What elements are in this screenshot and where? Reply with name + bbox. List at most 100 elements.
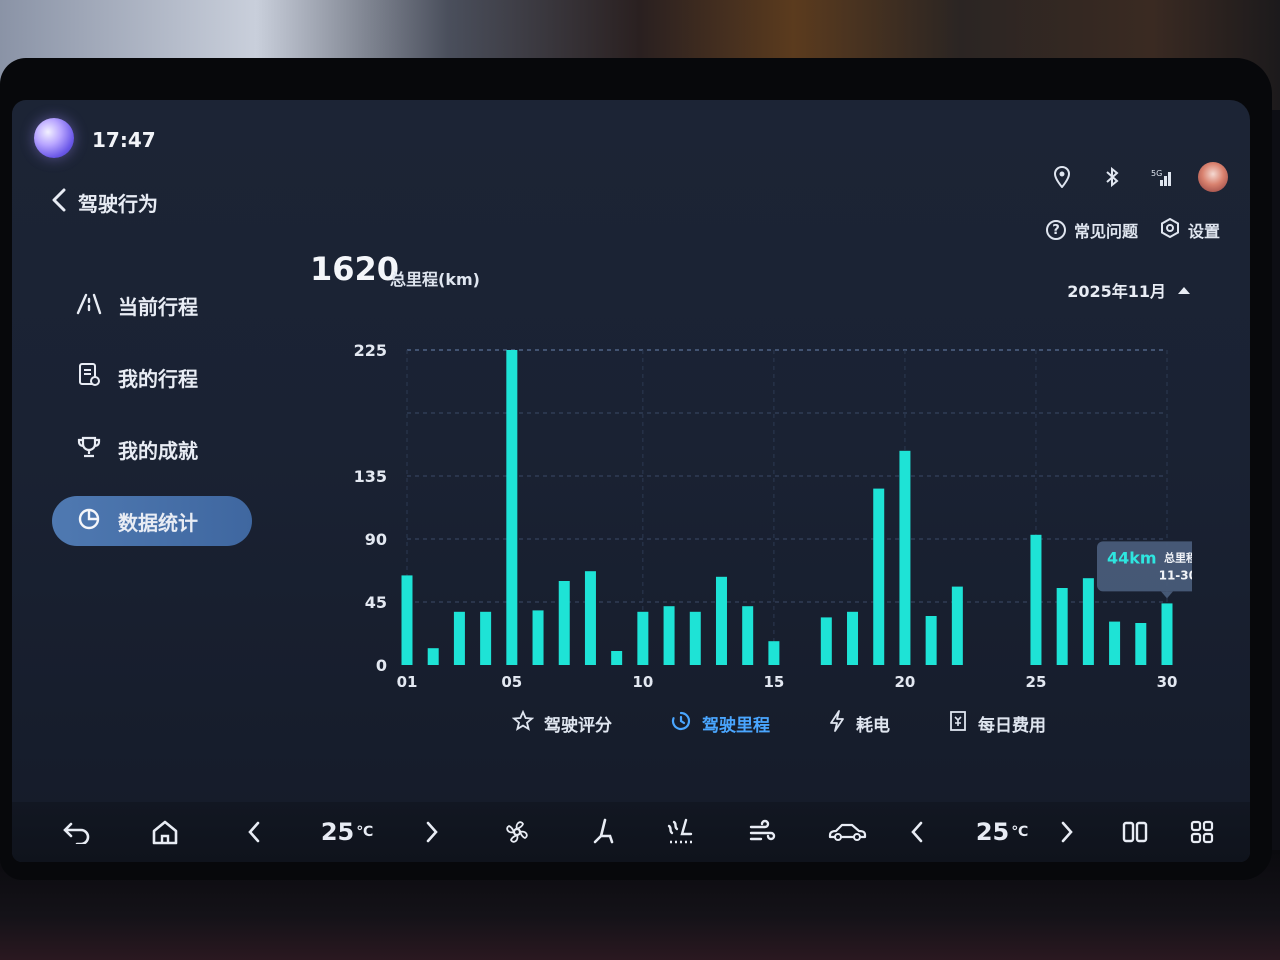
signal-5g-icon: 5G (1148, 163, 1176, 191)
chart-bar (715, 576, 727, 665)
chevron-left-icon (52, 188, 66, 217)
chart-bar (768, 641, 780, 665)
page-title: 驾驶行为 (78, 192, 158, 216)
y-tick-label: 0 (376, 656, 387, 675)
mileage-bar-chart: 0 45 90 135 225 01 05 10 15 20 25 30 44km 总里程 11-30 (354, 341, 1192, 691)
chart-bar (611, 651, 623, 665)
chart-bar (1109, 621, 1121, 665)
caret-up-icon (1178, 286, 1190, 294)
x-tick-label: 15 (763, 673, 784, 691)
tab-daily-cost[interactable]: 每日费用 (948, 710, 1046, 737)
x-tick-label: 30 (1157, 673, 1178, 691)
location-icon (1048, 163, 1076, 191)
chart-bar (1056, 588, 1068, 665)
tab-power-consumption[interactable]: 耗电 (828, 710, 890, 737)
sidebar-item-label: 当前行程 (118, 294, 198, 319)
app-grid-icon[interactable] (1177, 802, 1227, 862)
temp-left-unit: ℃ (356, 824, 374, 840)
trophy-icon (76, 435, 102, 464)
chart-bar (480, 611, 492, 665)
sidebar-item-statistics[interactable]: 数据统计 (52, 496, 252, 546)
return-icon[interactable] (52, 802, 102, 862)
total-mileage-value: 1620 (310, 250, 400, 288)
tooltip-date: 11-30 (1159, 568, 1192, 582)
y-tick-label: 135 (354, 467, 387, 486)
top-actions: ? 常见问题 设置 (1045, 217, 1220, 242)
y-tick-label: 45 (365, 593, 387, 612)
tab-driving-mileage[interactable]: 驾驶里程 (670, 710, 770, 737)
chart-bar (899, 450, 911, 665)
car-screen: 17:47 5G 驾驶行为 ? 常见问题 设置 (12, 100, 1250, 862)
status-clock: 17:47 (92, 128, 156, 152)
temp-right-unit: ℃ (1011, 824, 1029, 840)
status-icons: 5G (1048, 162, 1228, 192)
question-icon: ? (1045, 220, 1066, 240)
temp-left-display: 25 ℃ (302, 802, 392, 862)
total-mileage-label: 总里程(km) (390, 270, 480, 289)
sidebar-item-label: 我的成就 (118, 438, 198, 463)
y-tick-label: 225 (354, 341, 387, 360)
back-button[interactable]: 驾驶行为 (52, 188, 158, 217)
chart-bar (820, 617, 832, 665)
chart-tabs: 驾驶评分 驾驶里程 耗电 每日费用 (511, 709, 1046, 737)
chart-bar (951, 586, 963, 665)
tooltip-value: 44km (1107, 548, 1157, 567)
tooltip-label: 总里程 (1164, 550, 1192, 564)
chart-bar (873, 488, 885, 665)
sidebar-item-label: 数据统计 (118, 510, 198, 535)
month-label: 2025年11月 (1067, 282, 1166, 301)
month-picker[interactable]: 2025年11月 (1067, 278, 1190, 302)
settings-label: 设置 (1187, 222, 1220, 241)
chart-bar (742, 606, 754, 665)
chart-bar (401, 575, 413, 665)
tab-label: 驾驶评分 (544, 716, 612, 736)
seat-heating-icon[interactable] (657, 802, 707, 862)
chart-bar (532, 610, 544, 665)
sidebar: 当前行程 我的行程 我的成就 数据统计 (52, 280, 252, 568)
sidebar-item-my-trips[interactable]: 我的行程 (52, 352, 252, 402)
sidebar-item-current-trip[interactable]: 当前行程 (52, 280, 252, 330)
sidebar-item-achievements[interactable]: 我的成就 (52, 424, 252, 474)
chart-bar (847, 611, 859, 665)
sidebar-item-label: 我的行程 (118, 366, 198, 391)
temp-left-increase-button[interactable] (412, 802, 452, 862)
lightning-icon (828, 710, 846, 737)
temp-right-value: 25 (975, 818, 1010, 846)
chart-bar (558, 581, 570, 665)
x-tick-label: 10 (632, 673, 653, 691)
tooltip-box (1097, 541, 1192, 592)
temp-left-value: 25 (320, 818, 355, 846)
air-flow-icon[interactable] (737, 802, 787, 862)
temp-right-display: 25 ℃ (957, 802, 1047, 862)
chart-bar (925, 616, 937, 665)
temp-right-decrease-button[interactable] (897, 802, 937, 862)
chart-bar (584, 571, 596, 665)
tab-driving-score[interactable]: 驾驶评分 (511, 709, 612, 737)
tooltip-pointer (1161, 591, 1173, 599)
temp-right-increase-button[interactable] (1047, 802, 1087, 862)
user-avatar[interactable] (1198, 162, 1228, 192)
chart-bar (453, 611, 465, 665)
settings-button[interactable]: 设置 (1160, 217, 1220, 242)
temp-left-decrease-button[interactable] (234, 802, 274, 862)
faq-button[interactable]: ? 常见问题 (1045, 218, 1138, 242)
fan-icon[interactable] (492, 802, 542, 862)
car-icon[interactable] (817, 802, 877, 862)
pie-chart-icon (76, 507, 102, 536)
seat-icon[interactable] (577, 802, 627, 862)
voice-assistant-icon[interactable] (34, 118, 74, 158)
y-tick-label: 90 (365, 530, 387, 549)
trip-log-icon (76, 362, 102, 393)
split-screen-icon[interactable] (1110, 802, 1160, 862)
chart-bar (1030, 534, 1042, 665)
receipt-icon (948, 710, 968, 737)
gear-icon (1160, 217, 1180, 242)
home-icon[interactable] (140, 802, 190, 862)
chart-bar (506, 350, 518, 665)
x-tick-label: 25 (1026, 673, 1047, 691)
chart-bar (427, 648, 439, 665)
chart-bar (689, 611, 701, 665)
road-icon (76, 291, 102, 320)
svg-text:5G: 5G (1151, 169, 1162, 178)
chart-bar (663, 606, 675, 665)
